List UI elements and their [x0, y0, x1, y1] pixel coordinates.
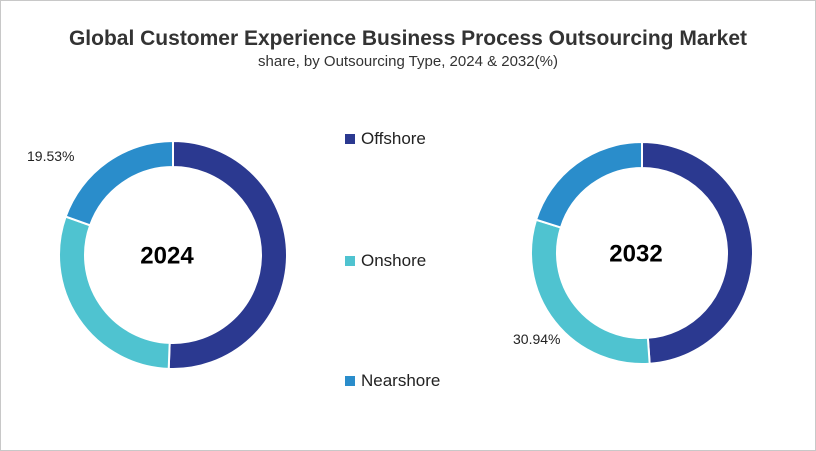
legend-item-nearshore: Nearshore: [345, 371, 440, 391]
legend-swatch-offshore: [345, 134, 355, 144]
legend-item-offshore: Offshore: [345, 129, 426, 149]
donut-2024-slice-onshore: [58, 215, 171, 370]
data-label: 30.94%: [513, 331, 560, 347]
legend-swatch-nearshore: [345, 376, 355, 386]
chart-subtitle: share, by Outsourcing Type, 2024 & 2032(…: [258, 53, 558, 70]
legend-swatch-onshore: [345, 256, 355, 266]
donut-center-label: 2024: [140, 242, 194, 269]
chart-title: Global Customer Experience Business Proc…: [68, 27, 748, 50]
donut-center-label: 2032: [609, 240, 662, 267]
donut-2024-slice-nearshore: [64, 139, 174, 227]
donut-2032-slice-offshore: [641, 140, 754, 365]
donut-2024-slice-offshore: [167, 139, 288, 370]
donut-2032-slice-nearshore: [534, 140, 643, 229]
legend-label: Nearshore: [361, 371, 441, 390]
data-label: 19.53%: [27, 148, 74, 164]
legend-label: Offshore: [361, 129, 426, 148]
legend-label: Onshore: [361, 251, 427, 270]
legend-item-onshore: Onshore: [345, 251, 426, 271]
